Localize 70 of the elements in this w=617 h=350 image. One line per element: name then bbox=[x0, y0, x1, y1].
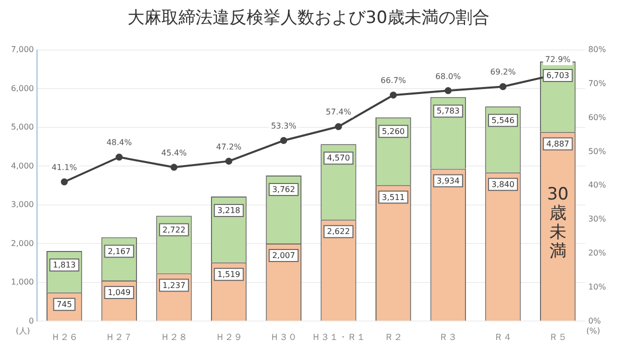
y2-tick-label: 80% bbox=[588, 45, 606, 54]
annotation: 30歳未満 bbox=[546, 184, 569, 262]
point bbox=[390, 92, 397, 99]
y2-tick-label: 40% bbox=[588, 180, 606, 190]
y2-tick-label: 0% bbox=[588, 316, 602, 326]
data-label: 3,840 bbox=[492, 180, 514, 190]
y2-tick-label: 30% bbox=[588, 214, 606, 224]
y-tick-label: 6,000 bbox=[10, 84, 34, 93]
data-label: 2,622 bbox=[327, 227, 350, 236]
y2-tick-label: 60% bbox=[588, 112, 606, 122]
y-tick-label: 1,000 bbox=[10, 278, 34, 287]
y-tick-label: 3,000 bbox=[10, 200, 34, 210]
data-label: 3,511 bbox=[382, 192, 405, 202]
y2-tick-label: 70% bbox=[588, 78, 606, 88]
data-label: 745 bbox=[56, 300, 72, 309]
data-label: 57.4% bbox=[326, 108, 352, 117]
x-tick-label: Ｈ２７ bbox=[106, 332, 133, 343]
y-tick-label: 5,000 bbox=[10, 122, 34, 132]
data-label: 69.2% bbox=[490, 68, 516, 77]
data-label: 45.4% bbox=[161, 148, 188, 158]
y-tick-label: 4,000 bbox=[10, 161, 34, 170]
x-tick-label: Ｒ５ bbox=[548, 332, 567, 343]
data-label: 47.2% bbox=[216, 142, 242, 152]
y-axis-title: (人) bbox=[16, 326, 30, 336]
total-label: 6,703 bbox=[546, 71, 570, 80]
data-label: 48.4% bbox=[106, 138, 132, 148]
data-label: 66.7% bbox=[380, 76, 406, 86]
x-tick-label: Ｈ２９ bbox=[215, 332, 242, 343]
total-label: 2,167 bbox=[108, 246, 131, 256]
data-label: 3,934 bbox=[436, 176, 460, 186]
x-tick-label: Ｒ４ bbox=[494, 332, 512, 343]
data-label: 68.0% bbox=[435, 72, 462, 81]
chart-title: 大麻取締法違反検挙人数および30歳未満の割合 bbox=[126, 7, 490, 29]
total-label: 2,722 bbox=[162, 225, 186, 234]
point bbox=[499, 83, 506, 90]
x-tick-label: Ｈ３１・Ｒ１ bbox=[311, 332, 366, 343]
data-label: 1,049 bbox=[108, 288, 131, 298]
x-tick-label: Ｈ２６ bbox=[50, 332, 78, 343]
data-label: 1,237 bbox=[162, 280, 186, 290]
point bbox=[334, 123, 342, 130]
y2-tick-label: 20% bbox=[588, 248, 606, 258]
y-tick-label: 7,000 bbox=[10, 45, 34, 54]
data-label: 41.1% bbox=[52, 162, 78, 172]
point bbox=[60, 178, 68, 186]
data-label: 4,887 bbox=[546, 139, 570, 148]
x-tick-label: Ｈ３０ bbox=[270, 332, 298, 343]
point bbox=[116, 154, 123, 161]
x-tick-label: Ｒ２ bbox=[384, 332, 402, 343]
total-label: 5,783 bbox=[436, 106, 460, 116]
y2-tick-label: 50% bbox=[588, 146, 606, 156]
point bbox=[225, 158, 232, 165]
x-tick-label: Ｈ２８ bbox=[160, 332, 188, 343]
point bbox=[444, 87, 452, 94]
y2-axis-title: (%) bbox=[586, 326, 600, 336]
y-tick-label: 2,000 bbox=[10, 238, 34, 248]
point bbox=[170, 164, 178, 171]
total-label: 1,813 bbox=[52, 260, 76, 270]
x-tick-label: Ｒ３ bbox=[439, 332, 458, 343]
total-label: 3,218 bbox=[217, 206, 240, 216]
total-label: 5,260 bbox=[382, 126, 405, 136]
total-label: 3,762 bbox=[272, 185, 296, 194]
data-label: 72.9% bbox=[545, 55, 571, 64]
data-label: 1,519 bbox=[217, 270, 240, 279]
total-label: 5,546 bbox=[492, 116, 514, 125]
point bbox=[280, 137, 288, 144]
total-label: 4,570 bbox=[327, 154, 350, 163]
data-label: 53.3% bbox=[270, 122, 297, 131]
data-label: 2,007 bbox=[272, 251, 296, 260]
y2-tick-label: 10% bbox=[588, 282, 606, 292]
y-tick-label: 0 bbox=[28, 316, 34, 326]
